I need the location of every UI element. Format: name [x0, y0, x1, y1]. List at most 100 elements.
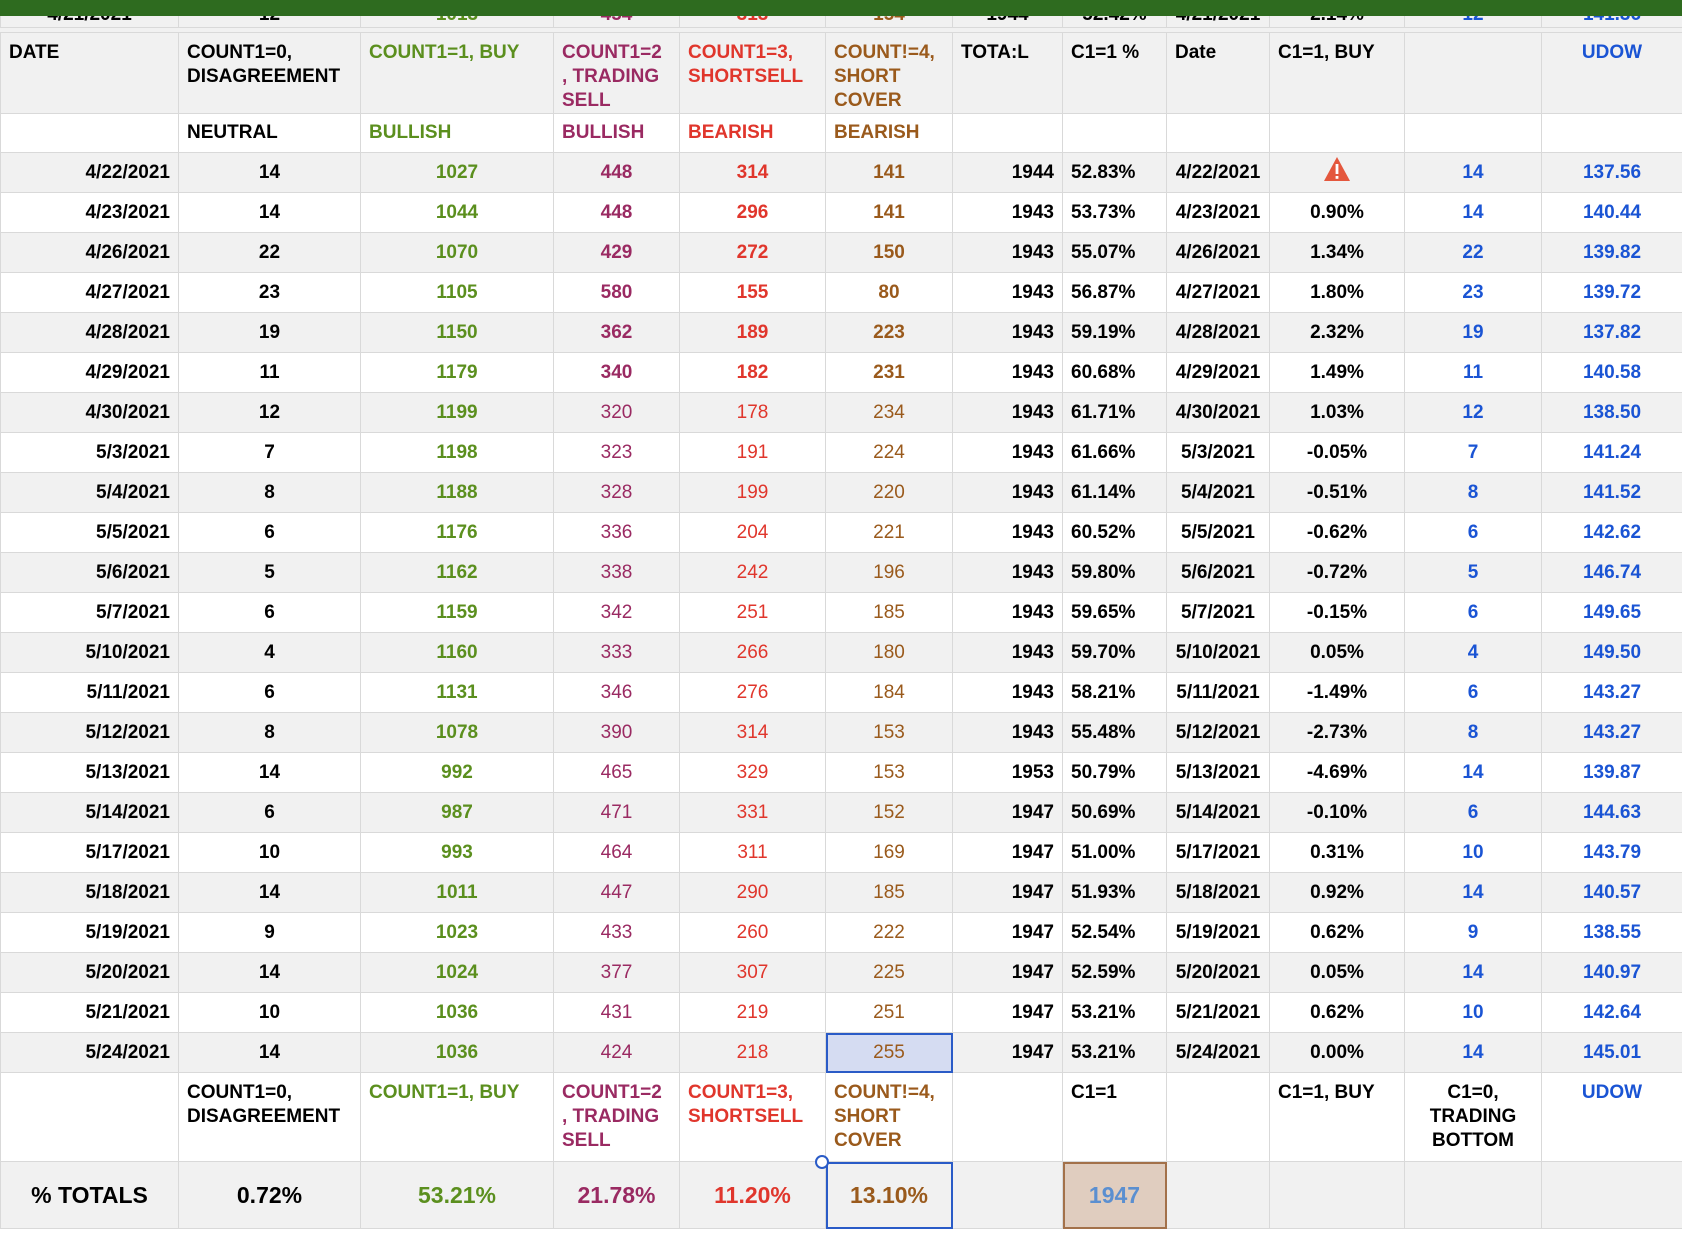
cell-udow[interactable]: 138.55: [1541, 912, 1682, 953]
cell-date[interactable]: 4/26/2021: [0, 232, 179, 273]
cell-c2[interactable]: 323: [553, 432, 680, 473]
cell-c2[interactable]: 471: [553, 792, 680, 833]
footer-cell[interactable]: [1166, 1072, 1270, 1162]
cell-udow[interactable]: 139.82: [1541, 232, 1682, 273]
cell-udow[interactable]: 140.58: [1541, 352, 1682, 393]
cell-c4[interactable]: 231: [825, 352, 953, 393]
cell-buy[interactable]: -0.62%: [1269, 512, 1405, 553]
cell-pct[interactable]: 55.48%: [1062, 712, 1167, 753]
cell-c3[interactable]: 178: [679, 392, 826, 433]
cell-total[interactable]: 1943: [952, 592, 1063, 633]
totals-cell[interactable]: 1947: [1062, 1161, 1167, 1229]
cell-c0b[interactable]: 6: [1404, 512, 1542, 553]
cell-c0b[interactable]: 19: [1404, 312, 1542, 353]
table-row[interactable]: 5/24/2021 14 1036 424 218 255 1947 53.21% 5/24/2…: [0, 1032, 1682, 1073]
cell-date2[interactable]: 5/18/2021: [1166, 872, 1270, 913]
cell-c4[interactable]: 196: [825, 552, 953, 593]
cell-c1[interactable]: 1160: [360, 632, 554, 673]
cell-date2[interactable]: 5/3/2021: [1166, 432, 1270, 473]
cell-date2[interactable]: 5/17/2021: [1166, 832, 1270, 873]
table-row[interactable]: 5/12/2021 8 1078 390 314 153 1943 55.48% 5/12/20…: [0, 712, 1682, 753]
footer-cell[interactable]: COUNT1=3, SHORTSELL: [679, 1072, 826, 1162]
cell-c4[interactable]: 153: [825, 752, 953, 793]
cell-c0[interactable]: 9: [178, 912, 361, 953]
cell-pct[interactable]: 61.14%: [1062, 472, 1167, 513]
table-row[interactable]: 5/17/2021 10 993 464 311 169 1947 51.00% 5/17/20…: [0, 832, 1682, 873]
cell-c0[interactable]: 14: [178, 192, 361, 233]
cell-c0[interactable]: 14: [178, 1032, 361, 1073]
cell-c0[interactable]: 22: [178, 232, 361, 273]
cell-date2[interactable]: 5/24/2021: [1166, 1032, 1270, 1073]
cell-c0[interactable]: 8: [178, 472, 361, 513]
table-row[interactable]: 5/21/2021 10 1036 431 219 251 1947 53.21% 5/21/2…: [0, 992, 1682, 1033]
cell-udow[interactable]: 137.82: [1541, 312, 1682, 353]
cell-pct[interactable]: 59.65%: [1062, 592, 1167, 633]
cell-buy[interactable]: 1.34%: [1269, 232, 1405, 273]
subheader-cell[interactable]: [1269, 113, 1405, 153]
cell-pct[interactable]: 52.83%: [1062, 152, 1167, 193]
cell-buy[interactable]: 0.05%: [1269, 632, 1405, 673]
cell-pct[interactable]: 61.71%: [1062, 392, 1167, 433]
cell-c1[interactable]: 1198: [360, 432, 554, 473]
cell-date[interactable]: 5/7/2021: [0, 592, 179, 633]
cell-c1[interactable]: 1188: [360, 472, 554, 513]
table-row[interactable]: 5/11/2021 6 1131 346 276 184 1943 58.21% 5/11/20…: [0, 672, 1682, 713]
cell-date2[interactable]: 5/6/2021: [1166, 552, 1270, 593]
cell-total[interactable]: 1943: [952, 632, 1063, 673]
cell-date[interactable]: 5/12/2021: [0, 712, 179, 753]
cell-date2[interactable]: 4/23/2021: [1166, 192, 1270, 233]
cell-c3[interactable]: 296: [679, 192, 826, 233]
cell-date2[interactable]: 5/19/2021: [1166, 912, 1270, 953]
cell-c2[interactable]: 333: [553, 632, 680, 673]
cell-buy[interactable]: 0.62%: [1269, 992, 1405, 1033]
cell-udow[interactable]: 149.65: [1541, 592, 1682, 633]
cell-buy[interactable]: -0.15%: [1269, 592, 1405, 633]
cell-date2[interactable]: 4/26/2021: [1166, 232, 1270, 273]
cell-c0b[interactable]: 11: [1404, 352, 1542, 393]
cell-buy[interactable]: -0.72%: [1269, 552, 1405, 593]
cell-c2[interactable]: 580: [553, 272, 680, 313]
cell-total[interactable]: 1943: [952, 312, 1063, 353]
cell-total[interactable]: 1947: [952, 792, 1063, 833]
cell-c0[interactable]: 10: [178, 832, 361, 873]
header-cell[interactable]: C1=1 %: [1062, 32, 1167, 114]
cell-date2[interactable]: 5/7/2021: [1166, 592, 1270, 633]
cell-c4[interactable]: 141: [825, 192, 953, 233]
cell-udow[interactable]: 139.87: [1541, 752, 1682, 793]
cell-c1[interactable]: 1023: [360, 912, 554, 953]
cell-c1[interactable]: 1162: [360, 552, 554, 593]
totals-cell[interactable]: [1541, 1161, 1682, 1229]
cell-c4[interactable]: 184: [825, 672, 953, 713]
table-row[interactable]: 4/29/2021 11 1179 340 182 231 1943 60.68% 4/29/2…: [0, 352, 1682, 393]
totals-cell[interactable]: % TOTALS: [0, 1161, 179, 1229]
header-cell[interactable]: [1404, 32, 1542, 114]
table-row[interactable]: 4/28/2021 19 1150 362 189 223 1943 59.19% 4/28/2…: [0, 312, 1682, 353]
subheader-cell[interactable]: [1404, 113, 1542, 153]
cell-c2[interactable]: 328: [553, 472, 680, 513]
header-cell[interactable]: DATE: [0, 32, 179, 114]
cell-total[interactable]: 1943: [952, 192, 1063, 233]
totals-cell[interactable]: [1269, 1161, 1405, 1229]
subheader-cell[interactable]: [1541, 113, 1682, 153]
cell-buy[interactable]: -4.69%: [1269, 752, 1405, 793]
header-cell[interactable]: TOTA:L: [952, 32, 1063, 114]
cell-c3[interactable]: 290: [679, 872, 826, 913]
totals-cell[interactable]: [952, 1161, 1063, 1229]
cell-c1[interactable]: 1036: [360, 1032, 554, 1073]
cell-c1[interactable]: 993: [360, 832, 554, 873]
partial-cell[interactable]: 141.36: [1541, 16, 1682, 28]
cell-c4[interactable]: 169: [825, 832, 953, 873]
subheader-cell[interactable]: BULLISH: [553, 113, 680, 153]
cell-date2[interactable]: 5/12/2021: [1166, 712, 1270, 753]
cell-c4[interactable]: 251: [825, 992, 953, 1033]
cell-c1[interactable]: 987: [360, 792, 554, 833]
cell-date[interactable]: 5/4/2021: [0, 472, 179, 513]
cell-udow[interactable]: 140.44: [1541, 192, 1682, 233]
cell-udow[interactable]: 142.64: [1541, 992, 1682, 1033]
table-row[interactable]: 5/18/2021 14 1011 447 290 185 1947 51.93% 5/18/2…: [0, 872, 1682, 913]
cell-date2[interactable]: 5/10/2021: [1166, 632, 1270, 673]
cell-c3[interactable]: 219: [679, 992, 826, 1033]
cell-date[interactable]: 4/23/2021: [0, 192, 179, 233]
cell-buy[interactable]: 0.05%: [1269, 952, 1405, 993]
cell-c3[interactable]: 272: [679, 232, 826, 273]
